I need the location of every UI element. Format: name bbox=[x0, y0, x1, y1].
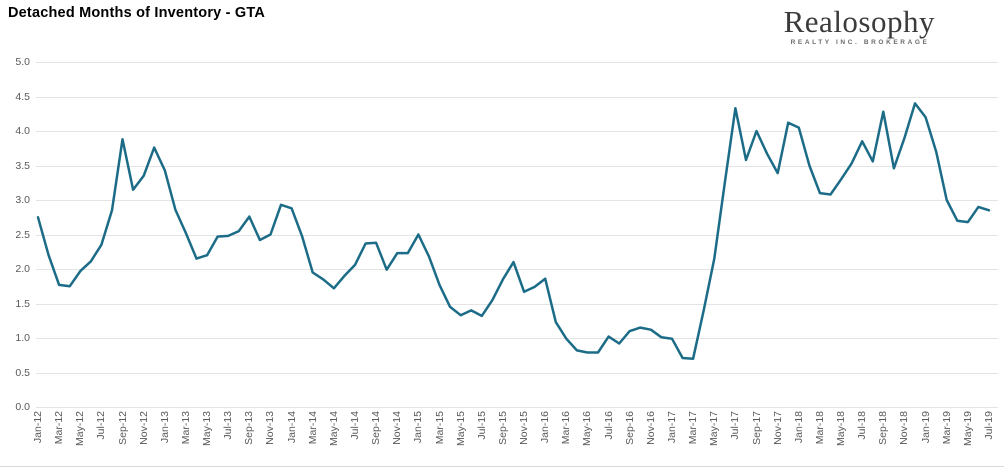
y-gridline bbox=[36, 62, 998, 63]
y-axis-tick-label: 1.0 bbox=[15, 332, 30, 344]
y-axis-tick-label: 0.0 bbox=[15, 401, 30, 413]
y-axis-tick-label: 4.5 bbox=[15, 90, 30, 103]
y-axis-tick-label: 0.5 bbox=[15, 366, 30, 379]
y-axis-tick-label: 2.0 bbox=[15, 263, 30, 275]
y-gridline bbox=[36, 96, 998, 98]
y-gridline bbox=[36, 303, 998, 305]
chart-title: Detached Months of Inventory - GTA bbox=[8, 5, 266, 21]
y-gridline bbox=[36, 338, 998, 339]
y-gridline bbox=[36, 131, 998, 132]
logo-wordmark: Realosophy bbox=[783, 4, 935, 39]
logo-tagline: REALTY INC. BROKERAGE bbox=[790, 39, 930, 46]
y-gridline bbox=[36, 407, 998, 408]
y-gridline bbox=[36, 372, 998, 374]
y-axis-tick-label: 4.0 bbox=[15, 125, 30, 137]
y-gridline bbox=[36, 165, 998, 167]
y-axis-tick-label: 5.0 bbox=[15, 56, 30, 68]
inventory-line-series bbox=[36, 102, 991, 360]
y-axis-tick-label: 1.5 bbox=[15, 297, 30, 310]
y-gridline bbox=[36, 200, 998, 201]
y-gridline bbox=[36, 234, 998, 236]
y-axis-tick-label: 3.5 bbox=[15, 159, 30, 172]
y-axis-tick-label: 2.5 bbox=[15, 228, 30, 241]
realosophy-logo: Realosophy REALTY INC. BROKERAGE bbox=[784, 6, 935, 47]
y-axis-tick-label: 3.0 bbox=[15, 194, 30, 206]
